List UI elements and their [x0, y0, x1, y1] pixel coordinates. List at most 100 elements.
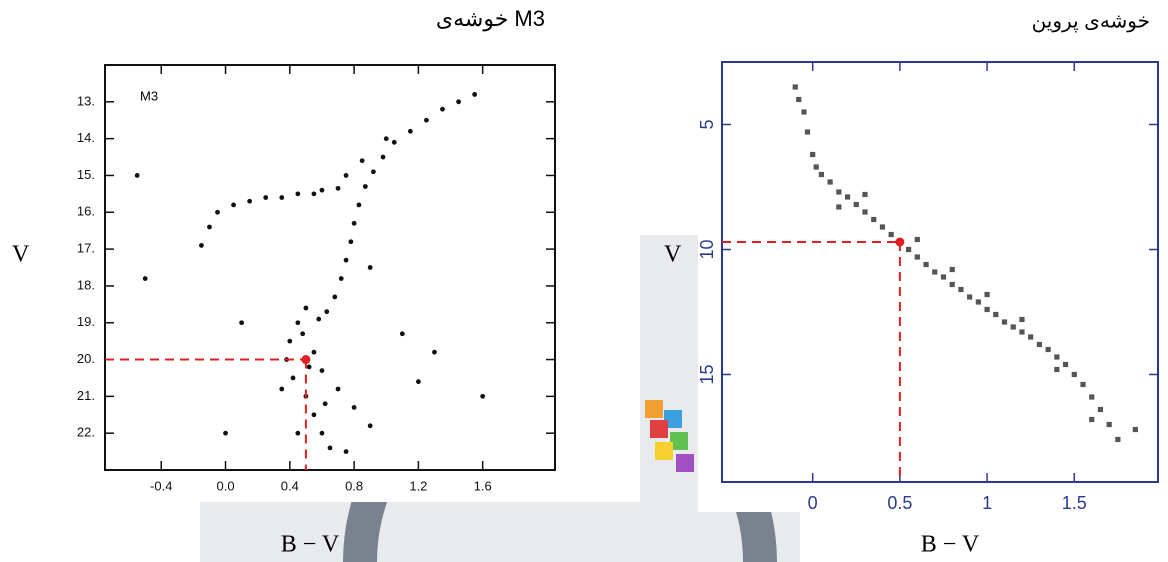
point — [456, 99, 461, 105]
point — [279, 195, 285, 200]
x-tick-label: 0.8 — [345, 478, 363, 493]
point — [300, 331, 306, 337]
y-tick-label: 18. — [77, 277, 95, 292]
x-tick-label: 1.5 — [1062, 493, 1087, 513]
point — [940, 274, 947, 280]
point — [914, 236, 920, 243]
point — [871, 216, 877, 223]
point — [295, 191, 301, 197]
point — [862, 209, 868, 215]
y-tick-label: 15. — [77, 167, 95, 182]
point — [362, 184, 368, 189]
point — [1036, 341, 1043, 348]
point — [984, 306, 990, 313]
x-axis-label: B − V — [921, 532, 980, 558]
image-right — [698, 50, 1168, 512]
point — [311, 191, 317, 197]
point — [319, 187, 325, 193]
point — [327, 445, 333, 451]
point — [906, 246, 912, 253]
point — [356, 202, 362, 208]
x-tick-label: -0.4 — [150, 478, 172, 493]
y-tick-label: 21. — [77, 388, 95, 403]
point — [888, 231, 894, 238]
point — [306, 364, 312, 370]
point — [134, 173, 140, 178]
point — [1019, 316, 1025, 323]
point — [1054, 354, 1060, 360]
point — [380, 154, 386, 160]
point — [827, 179, 833, 185]
point — [1097, 406, 1104, 413]
plot-frame — [104, 64, 556, 471]
point — [1028, 334, 1034, 340]
y-tick-label: 10 — [697, 239, 717, 259]
point — [324, 309, 330, 315]
point — [351, 405, 357, 410]
point — [1071, 371, 1077, 378]
x-tick-label: 1 — [982, 493, 992, 513]
point — [1132, 426, 1138, 433]
point — [348, 239, 354, 245]
point — [1062, 361, 1069, 368]
point — [440, 106, 445, 112]
plot-frame — [721, 61, 1159, 483]
point — [949, 281, 955, 288]
point — [343, 173, 349, 178]
point — [287, 338, 293, 344]
point — [984, 291, 990, 298]
point — [290, 375, 296, 381]
annotation: M3 — [140, 88, 158, 103]
y-tick-label: 20. — [77, 351, 95, 366]
point — [844, 194, 851, 200]
point — [1115, 436, 1121, 443]
point — [993, 311, 999, 318]
point — [335, 386, 341, 392]
y-tick-label: 19. — [77, 314, 95, 329]
point — [338, 276, 344, 281]
point — [804, 129, 811, 135]
y-tick-label: 15 — [697, 364, 717, 384]
point — [239, 320, 245, 326]
point — [279, 386, 285, 392]
point — [810, 151, 816, 158]
cube — [645, 400, 694, 472]
point — [359, 158, 365, 164]
point — [383, 136, 389, 142]
point — [295, 430, 301, 436]
y-tick-label: 5 — [697, 119, 717, 129]
point — [932, 269, 938, 275]
point — [818, 171, 825, 178]
point — [199, 243, 204, 248]
chart-title: خوشه‌ی M3 — [436, 6, 545, 32]
point — [853, 201, 859, 208]
point — [836, 189, 842, 195]
point — [351, 220, 357, 226]
point — [1080, 381, 1086, 388]
y-tick-label: 14. — [77, 130, 95, 145]
point — [367, 423, 373, 429]
y-axis-label: V — [12, 242, 30, 268]
point — [914, 254, 920, 260]
point — [432, 349, 437, 355]
x-tick-label: 0.5 — [887, 493, 912, 513]
y-tick-label: 17. — [77, 241, 95, 256]
point — [367, 265, 373, 270]
point — [319, 368, 325, 373]
point — [796, 96, 802, 103]
x-tick-label: 0.0 — [216, 478, 234, 493]
point — [415, 379, 421, 385]
point — [247, 198, 253, 204]
point — [975, 299, 981, 305]
point — [391, 139, 397, 145]
point — [316, 316, 322, 322]
x-tick-label: 0.4 — [281, 478, 299, 493]
point — [142, 276, 148, 281]
highlight-point — [301, 355, 311, 365]
point — [1045, 346, 1051, 353]
point — [813, 164, 819, 170]
point — [1001, 319, 1008, 325]
point — [215, 209, 220, 215]
point — [967, 294, 973, 300]
point — [480, 393, 486, 399]
